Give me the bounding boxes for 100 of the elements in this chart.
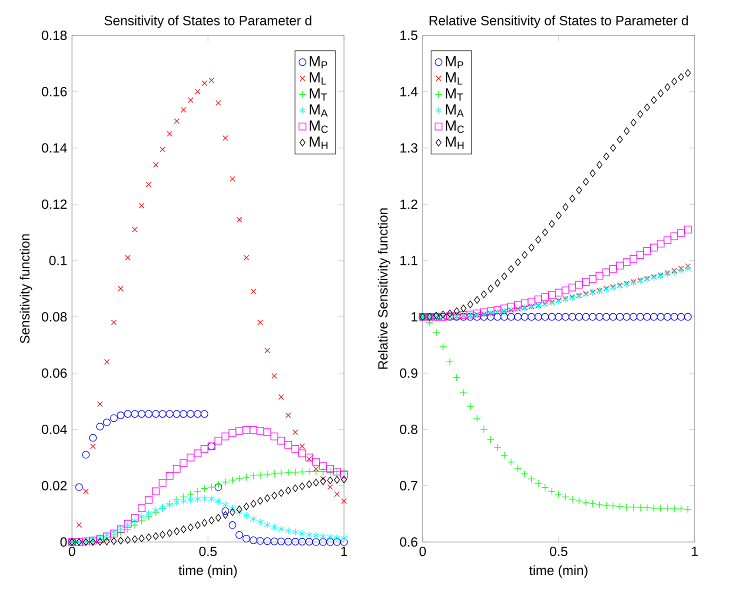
point bbox=[582, 178, 589, 186]
point bbox=[684, 226, 692, 234]
point bbox=[138, 504, 146, 512]
point bbox=[298, 530, 306, 538]
point bbox=[208, 483, 216, 491]
point bbox=[110, 537, 117, 545]
point bbox=[299, 444, 305, 450]
point bbox=[236, 508, 243, 516]
point bbox=[82, 450, 90, 459]
point bbox=[610, 144, 616, 152]
point bbox=[684, 69, 691, 77]
point bbox=[285, 412, 292, 418]
point bbox=[250, 515, 257, 523]
y-tick-label: 1.3 bbox=[400, 143, 418, 153]
point bbox=[263, 537, 272, 545]
point bbox=[554, 490, 562, 498]
point bbox=[658, 90, 664, 98]
point bbox=[643, 247, 651, 255]
point bbox=[298, 450, 306, 458]
point bbox=[132, 226, 138, 232]
legend-label: M$_{C}$ bbox=[310, 120, 328, 133]
point bbox=[172, 465, 181, 473]
point bbox=[200, 410, 208, 418]
point bbox=[670, 504, 678, 513]
point bbox=[500, 313, 508, 321]
legend-label: M$_{C}$ bbox=[446, 120, 464, 133]
point bbox=[535, 236, 542, 244]
point bbox=[264, 521, 271, 529]
point bbox=[305, 538, 313, 546]
point bbox=[230, 508, 236, 516]
x-tick-label: 0.5 bbox=[199, 546, 217, 556]
point bbox=[271, 492, 278, 500]
point bbox=[97, 401, 103, 407]
point bbox=[500, 452, 508, 460]
point bbox=[554, 288, 562, 296]
point bbox=[257, 497, 264, 505]
point bbox=[548, 313, 556, 321]
point bbox=[292, 429, 298, 436]
point bbox=[643, 313, 651, 321]
point bbox=[542, 228, 548, 236]
point bbox=[664, 236, 672, 244]
legend-label: M$_{T}$ bbox=[310, 88, 327, 101]
y-tick-label: 0.08 bbox=[42, 312, 67, 322]
point bbox=[292, 468, 300, 476]
point bbox=[678, 73, 684, 81]
y-axis-title: Sensitivity function bbox=[20, 234, 32, 344]
point bbox=[340, 468, 348, 476]
point bbox=[306, 480, 312, 488]
point bbox=[222, 432, 230, 440]
point bbox=[216, 100, 222, 106]
point bbox=[284, 538, 292, 546]
point bbox=[588, 275, 596, 283]
y-tick-label: 0.8 bbox=[400, 424, 418, 434]
point bbox=[507, 302, 515, 310]
point bbox=[208, 516, 214, 524]
point bbox=[271, 523, 278, 531]
point bbox=[334, 491, 340, 497]
point bbox=[194, 488, 202, 496]
point bbox=[320, 476, 326, 482]
legend-label: M$_{H}$ bbox=[310, 136, 328, 149]
point bbox=[173, 498, 180, 506]
point bbox=[541, 313, 549, 321]
point bbox=[104, 359, 110, 365]
point bbox=[326, 538, 334, 546]
point bbox=[160, 530, 166, 538]
point bbox=[264, 348, 270, 354]
point bbox=[588, 313, 596, 321]
point bbox=[562, 313, 570, 321]
point bbox=[200, 445, 208, 453]
x-tick-label: 1 bbox=[341, 546, 348, 556]
point bbox=[145, 509, 152, 518]
point bbox=[186, 410, 194, 418]
legend-label: M$_{A}$ bbox=[310, 104, 328, 117]
point bbox=[507, 313, 515, 321]
point bbox=[467, 300, 474, 308]
point bbox=[439, 342, 447, 350]
point bbox=[222, 135, 228, 141]
point bbox=[180, 526, 186, 534]
point bbox=[636, 251, 644, 259]
point bbox=[671, 78, 678, 86]
point bbox=[202, 519, 208, 527]
point bbox=[684, 265, 692, 273]
point bbox=[622, 503, 630, 511]
point bbox=[520, 300, 528, 308]
point bbox=[319, 468, 327, 476]
point bbox=[562, 203, 568, 211]
point bbox=[214, 483, 222, 491]
point bbox=[263, 470, 272, 478]
point bbox=[257, 320, 264, 326]
point bbox=[152, 162, 159, 168]
point bbox=[602, 502, 610, 510]
legend-label: M$_{A}$ bbox=[446, 104, 464, 117]
point bbox=[272, 373, 278, 379]
point bbox=[116, 412, 124, 420]
point bbox=[200, 484, 208, 492]
point bbox=[124, 254, 131, 260]
point bbox=[285, 486, 292, 494]
point bbox=[172, 410, 181, 418]
point bbox=[90, 444, 96, 450]
point bbox=[630, 313, 638, 321]
